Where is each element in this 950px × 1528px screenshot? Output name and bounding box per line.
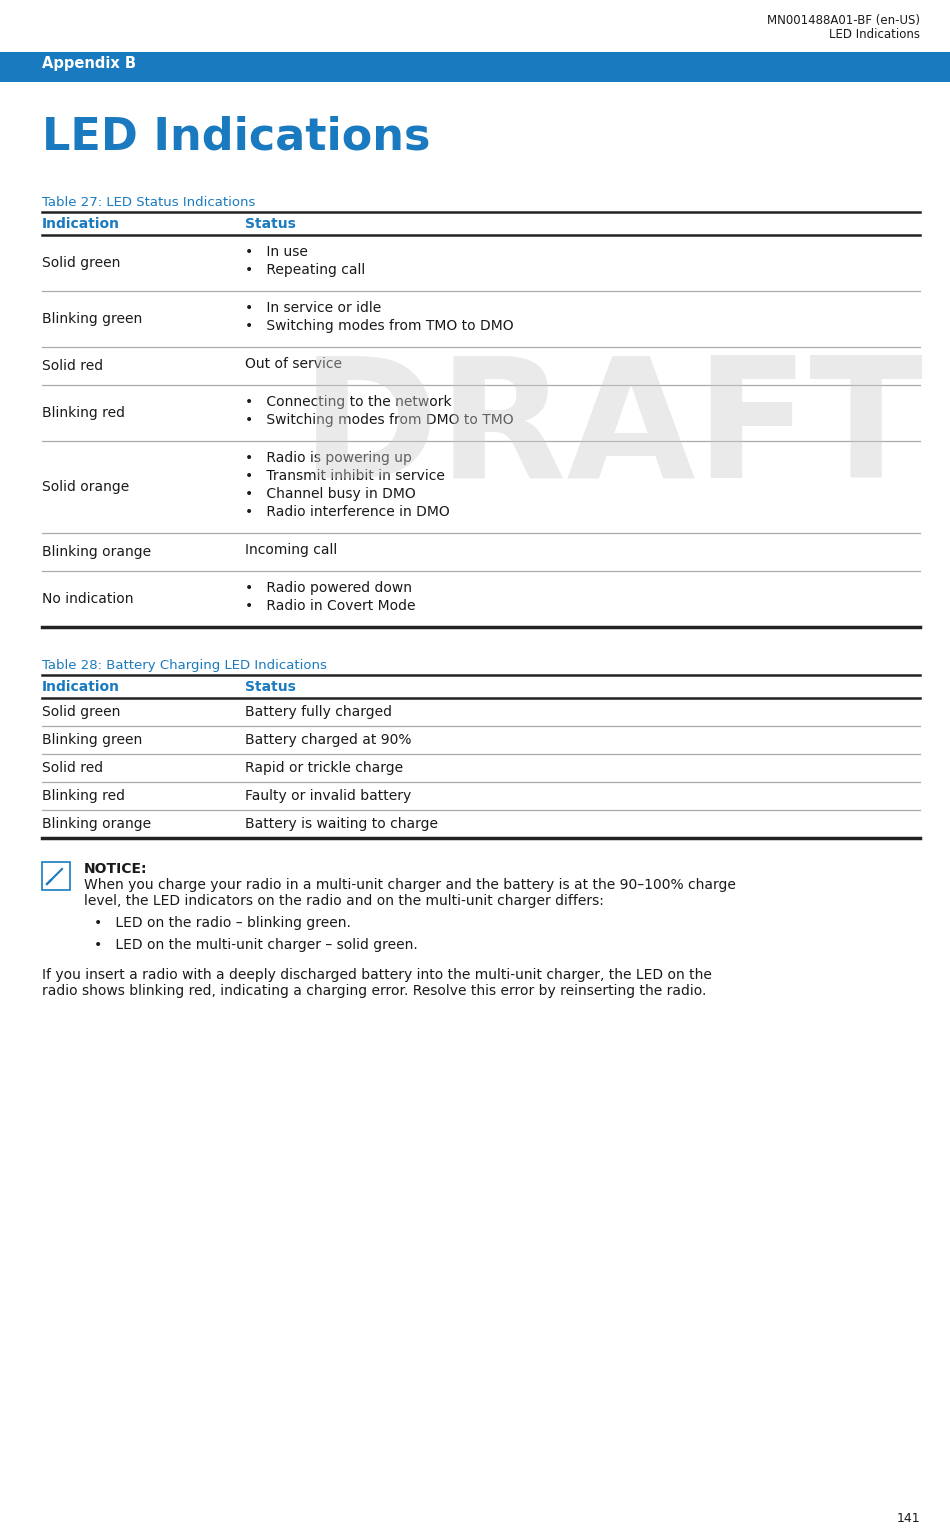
Bar [42, 862, 70, 889]
Text: Status: Status [245, 680, 295, 694]
Text: Blinking orange: Blinking orange [42, 545, 151, 559]
Text: Indication: Indication [42, 680, 120, 694]
Text: Out of service: Out of service [245, 358, 342, 371]
Text: Faulty or invalid battery: Faulty or invalid battery [245, 788, 411, 804]
Text: NOTICE:: NOTICE: [84, 862, 147, 876]
Text: Incoming call: Incoming call [245, 542, 337, 558]
Text: If you insert a radio with a deeply discharged battery into the multi-unit charg: If you insert a radio with a deeply disc… [42, 969, 712, 983]
Text: Battery is waiting to charge: Battery is waiting to charge [245, 817, 438, 831]
Text: LED Indications: LED Indications [829, 28, 920, 41]
Text: Battery fully charged: Battery fully charged [245, 704, 392, 720]
Text: LED Indications: LED Indications [42, 115, 430, 157]
Text: Solid green: Solid green [42, 704, 121, 720]
Text: Solid red: Solid red [42, 359, 104, 373]
Bar [0, 52, 950, 83]
Text: Solid green: Solid green [42, 257, 121, 270]
Text: Rapid or trickle charge: Rapid or trickle charge [245, 761, 403, 775]
Text: level, the LED indicators on the radio and on the multi-unit charger differs:: level, the LED indicators on the radio a… [84, 894, 604, 908]
Text: •   Connecting to the network: • Connecting to the network [245, 396, 451, 410]
Text: •   Radio in Covert Mode: • Radio in Covert Mode [245, 599, 415, 613]
Text: Blinking orange: Blinking orange [42, 817, 151, 831]
Text: •   Radio powered down: • Radio powered down [245, 581, 412, 594]
Text: Table 28: Battery Charging LED Indications: Table 28: Battery Charging LED Indicatio… [42, 659, 327, 672]
Text: MN001488A01-BF (en-US): MN001488A01-BF (en-US) [767, 14, 920, 28]
Text: Battery charged at 90%: Battery charged at 90% [245, 733, 411, 747]
Text: •   LED on the multi-unit charger – solid green.: • LED on the multi-unit charger – solid … [94, 938, 418, 952]
Text: Status: Status [245, 217, 295, 231]
Text: Blinking green: Blinking green [42, 312, 142, 325]
Text: Blinking red: Blinking red [42, 406, 125, 420]
Text: radio shows blinking red, indicating a charging error. Resolve this error by rei: radio shows blinking red, indicating a c… [42, 984, 707, 998]
Text: Solid red: Solid red [42, 761, 104, 775]
Text: •   LED on the radio – blinking green.: • LED on the radio – blinking green. [94, 915, 351, 931]
Text: •   Channel busy in DMO: • Channel busy in DMO [245, 487, 416, 501]
Text: •   Repeating call: • Repeating call [245, 263, 365, 277]
Text: •   Transmit inhibit in service: • Transmit inhibit in service [245, 469, 445, 483]
Text: Blinking green: Blinking green [42, 733, 142, 747]
Text: No indication: No indication [42, 591, 134, 607]
Text: •   Radio interference in DMO: • Radio interference in DMO [245, 504, 449, 520]
Text: •   In service or idle: • In service or idle [245, 301, 381, 315]
Text: Solid orange: Solid orange [42, 480, 129, 494]
Text: •   In use: • In use [245, 244, 308, 260]
Text: Table 27: LED Status Indications: Table 27: LED Status Indications [42, 196, 256, 209]
Text: •   Switching modes from DMO to TMO: • Switching modes from DMO to TMO [245, 413, 514, 426]
Text: DRAFT: DRAFT [301, 350, 924, 512]
Text: Blinking red: Blinking red [42, 788, 125, 804]
Text: •   Radio is powering up: • Radio is powering up [245, 451, 412, 465]
Text: Indication: Indication [42, 217, 120, 231]
Text: •   Switching modes from TMO to DMO: • Switching modes from TMO to DMO [245, 319, 514, 333]
Text: When you charge your radio in a multi-unit charger and the battery is at the 90–: When you charge your radio in a multi-un… [84, 879, 736, 892]
Text: 141: 141 [897, 1513, 920, 1525]
Text: Appendix B: Appendix B [42, 57, 136, 70]
